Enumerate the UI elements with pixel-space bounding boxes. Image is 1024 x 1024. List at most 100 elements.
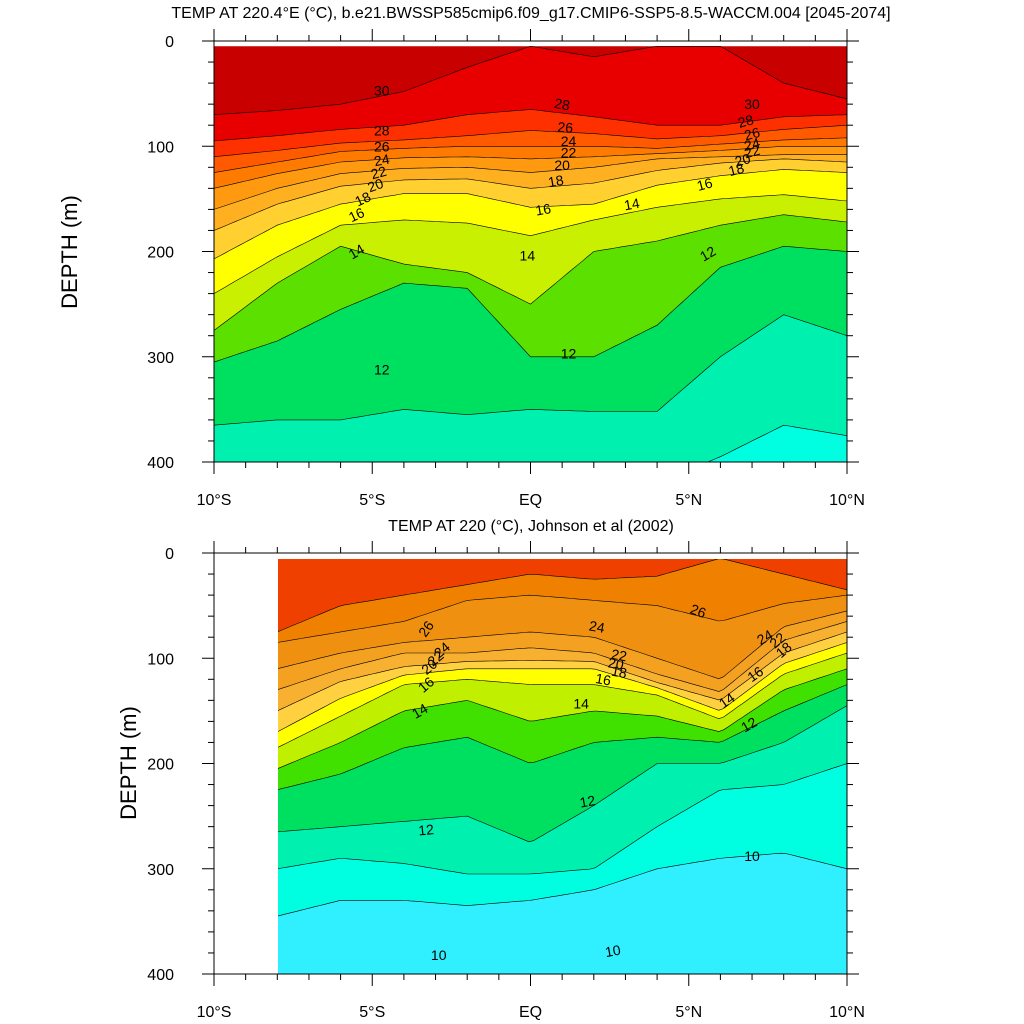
contour-line xyxy=(706,424,847,462)
contour-label: 12 xyxy=(578,792,596,810)
contour-label: 30 xyxy=(744,96,760,112)
contour-label: 24 xyxy=(561,133,577,149)
contour-band xyxy=(214,214,847,362)
x-tick-label: 10°S xyxy=(197,492,232,509)
contour-line xyxy=(278,668,847,769)
contour-line xyxy=(278,594,847,643)
contour-label: 26 xyxy=(688,601,708,621)
contour-band xyxy=(214,154,847,231)
y-tick-label: 0 xyxy=(165,34,174,51)
contour-fills xyxy=(214,46,847,462)
x-tick-label: 5°S xyxy=(359,492,385,509)
contour-line xyxy=(214,194,847,294)
contour-band xyxy=(278,668,847,790)
contour-label: 22 xyxy=(369,163,388,183)
contour-label: 24 xyxy=(742,134,761,154)
contour-band xyxy=(214,146,847,210)
contour-label: 22 xyxy=(561,145,577,161)
contour-band xyxy=(214,169,847,294)
contour-label: 14 xyxy=(346,241,368,263)
contour-line xyxy=(278,652,847,748)
contour-lines xyxy=(278,559,847,917)
contour-line xyxy=(214,158,847,231)
y-axis-label: DEPTH (m) xyxy=(57,195,82,309)
contour-label: 16 xyxy=(695,174,714,194)
contour-band xyxy=(214,137,847,189)
axes: 0 100 200 300 400 10°S 5°S EQ 5°N 10°N xyxy=(147,541,865,1021)
contour-band xyxy=(214,194,847,331)
contour-band xyxy=(214,46,847,141)
y-tick-label: 400 xyxy=(147,455,174,472)
contour-label: 16 xyxy=(534,200,552,218)
contour-band xyxy=(278,559,847,632)
contour-line xyxy=(278,559,847,632)
contour-label: 20 xyxy=(733,150,752,170)
contour-label: 10 xyxy=(431,947,447,963)
y-tick-label: 400 xyxy=(147,967,174,984)
contour-label: 18 xyxy=(610,663,628,681)
contour-band xyxy=(278,684,847,842)
contour-label: 12 xyxy=(374,361,390,377)
contour-line xyxy=(278,631,847,711)
contour-band xyxy=(278,763,847,916)
contour-label: 24 xyxy=(588,617,606,635)
contour-line xyxy=(214,169,847,260)
contour-label: 18 xyxy=(727,160,746,180)
contour-band xyxy=(214,109,847,157)
contour-label: 22 xyxy=(610,646,628,664)
contour-line xyxy=(214,214,847,331)
contour-fills xyxy=(278,559,847,974)
contour-line xyxy=(214,45,847,115)
contour-band xyxy=(707,425,847,462)
contour-label: 18 xyxy=(547,172,565,190)
contour-label: 10 xyxy=(744,848,760,864)
contour-lines xyxy=(214,45,847,462)
contour-label: 26 xyxy=(742,124,761,144)
y-tick-label: 200 xyxy=(147,245,174,262)
contour-band xyxy=(214,158,847,259)
contour-label: 16 xyxy=(346,204,367,225)
y-tick-label: 100 xyxy=(147,651,174,668)
contour-label: 24 xyxy=(754,626,776,648)
x-tick-label: 5°N xyxy=(675,1004,702,1021)
contour-label: 14 xyxy=(409,700,431,722)
contour-line xyxy=(278,621,847,692)
x-tick-label: 5°S xyxy=(359,1004,385,1021)
contour-line xyxy=(278,610,847,680)
contour-label: 28 xyxy=(553,95,571,113)
contour-line xyxy=(278,642,847,732)
contour-label: 16 xyxy=(594,670,612,688)
x-tick-label: 10°N xyxy=(829,1004,865,1021)
contour-label: 14 xyxy=(520,248,536,264)
contour-label: 20 xyxy=(607,654,625,672)
y-tick-label: 300 xyxy=(147,350,174,367)
panel-title: TEMP AT 220 (°C), Johnson et al (2002) xyxy=(388,518,674,535)
contour-line xyxy=(278,684,847,790)
contour-band xyxy=(214,314,847,462)
model-panel: TEMP AT 220.4°E (°C), b.e21.BWSSP585cmip… xyxy=(57,5,891,509)
contour-label: 26 xyxy=(557,119,574,136)
y-axis-label: DEPTH (m) xyxy=(116,706,141,820)
contour-line xyxy=(214,245,847,363)
x-tick-label: EQ xyxy=(519,492,542,509)
contour-line xyxy=(278,705,847,843)
contour-line xyxy=(214,137,847,173)
x-tick-label: 10°N xyxy=(829,492,865,509)
contour-label: 28 xyxy=(736,111,755,131)
contour-label: 20 xyxy=(554,157,570,173)
panel-title: TEMP AT 220.4°E (°C), b.e21.BWSSP585cmip… xyxy=(171,5,890,22)
contour-line xyxy=(214,124,847,158)
contour-label: 12 xyxy=(418,821,435,838)
contour-band xyxy=(278,653,847,769)
contour-label: 28 xyxy=(374,122,390,138)
contour-band xyxy=(278,610,847,692)
x-tick-label: EQ xyxy=(519,1004,542,1021)
contour-label: 14 xyxy=(623,195,641,213)
contour-band xyxy=(278,621,847,711)
contour-band xyxy=(278,559,847,643)
contour-line xyxy=(214,154,847,210)
contour-label: 26 xyxy=(374,138,390,154)
contour-band xyxy=(214,246,847,426)
